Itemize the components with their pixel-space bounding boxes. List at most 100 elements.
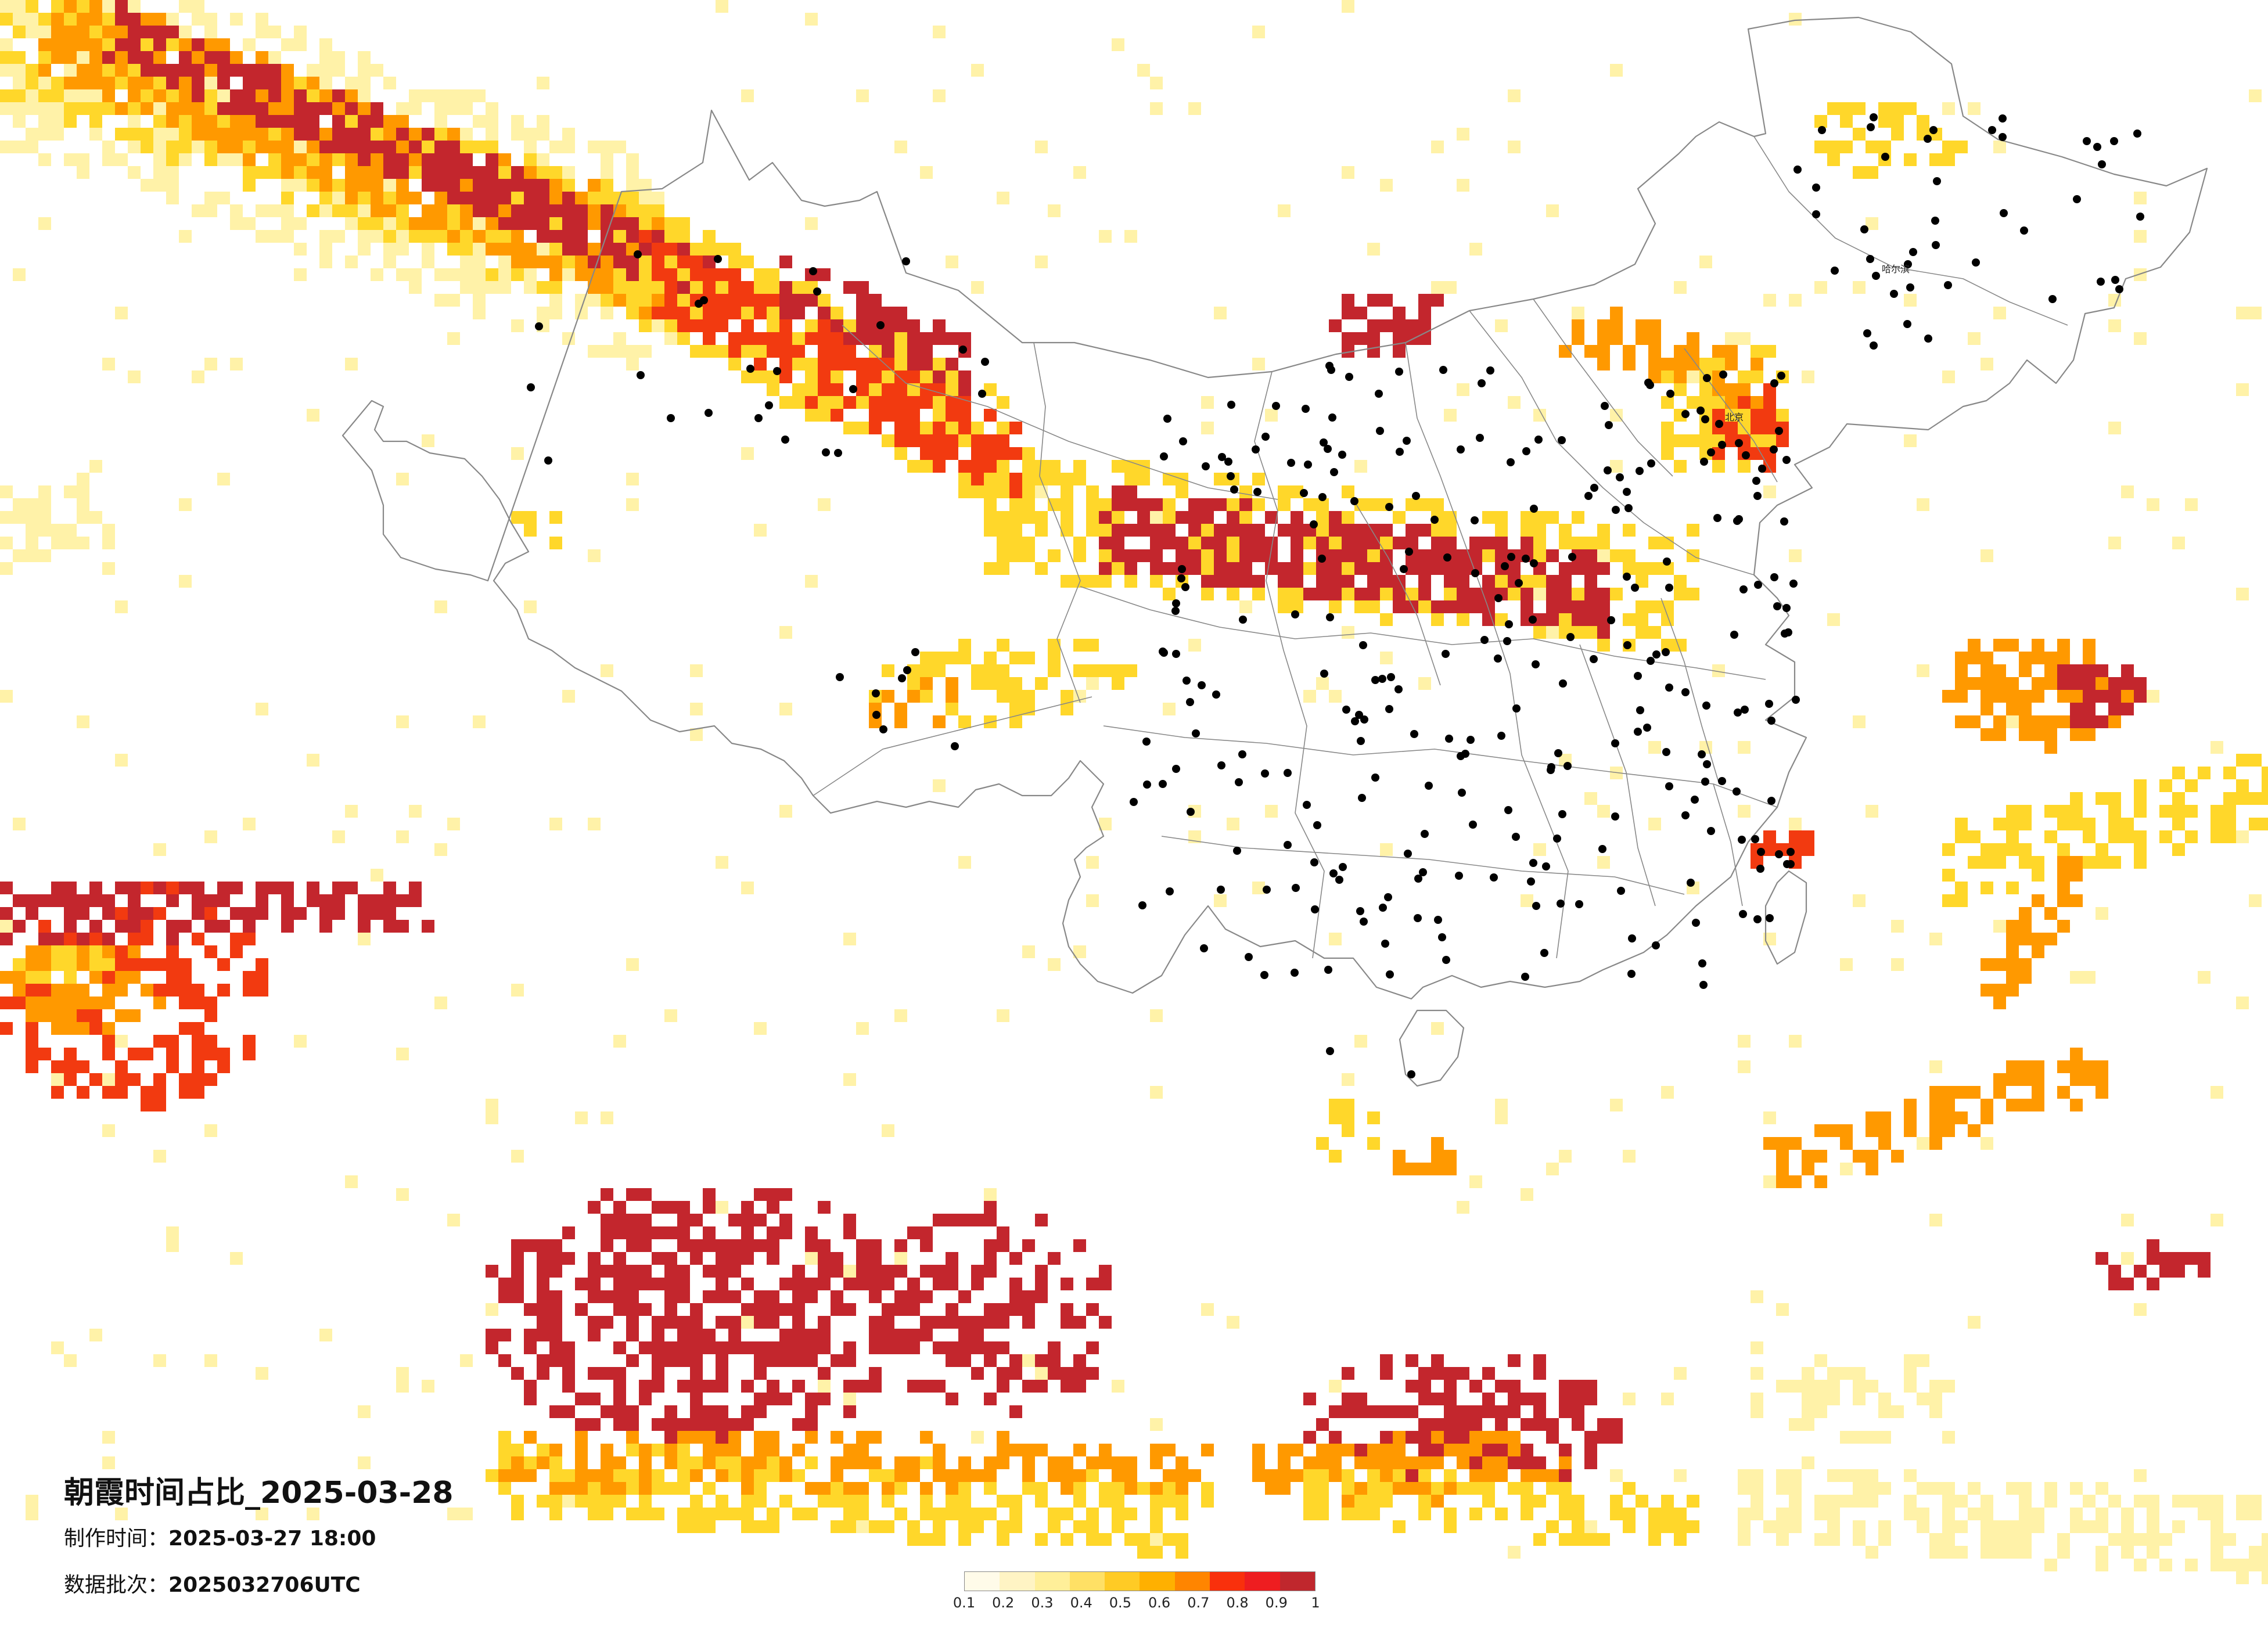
city-dot — [951, 742, 959, 750]
city-dot — [1604, 466, 1612, 474]
city-dot — [1181, 583, 1189, 591]
city-dot — [1522, 447, 1530, 455]
city-dot — [1628, 934, 1636, 942]
city-dot — [1558, 436, 1566, 444]
city-dot — [1933, 177, 1941, 185]
city-dot — [1734, 708, 1742, 717]
city-dot — [1623, 641, 1631, 649]
city-dot — [1159, 647, 1167, 656]
data-batch: 数据批次：2025032706UTC — [64, 1568, 361, 1598]
city-dot — [1439, 366, 1447, 374]
city-dot — [1261, 769, 1269, 778]
city-dot — [1376, 427, 1384, 435]
legend-tick-label: 0.2 — [992, 1595, 1015, 1611]
legend-color-bar — [964, 1571, 1315, 1591]
city-dot — [1566, 633, 1575, 641]
city-dot — [1419, 868, 1427, 876]
city-dot — [1529, 859, 1537, 867]
city-dot — [1738, 836, 1746, 844]
issue-time-label: 制作时间： — [64, 1527, 169, 1551]
city-dot — [1507, 553, 1515, 561]
city-dot — [809, 267, 817, 275]
city-dot — [1713, 514, 1721, 522]
city-dot — [1324, 966, 1332, 974]
city-dot — [1507, 458, 1515, 466]
city-dot — [1631, 584, 1639, 592]
city-dot — [1634, 728, 1642, 736]
city-dot — [1563, 762, 1572, 770]
city-dot — [1512, 704, 1521, 713]
city-dot — [1480, 636, 1489, 644]
city-dot — [2000, 209, 2008, 217]
city-dot — [2111, 276, 2119, 284]
city-dot — [2133, 129, 2141, 138]
legend-swatch — [1245, 1572, 1280, 1591]
city-dot — [1287, 459, 1295, 467]
city-dot — [1292, 884, 1300, 892]
city-dot — [1557, 900, 1565, 908]
city-dot — [1767, 797, 1775, 805]
city-dot — [1627, 970, 1636, 978]
city-dot — [1430, 516, 1439, 524]
city-dot — [1590, 655, 1598, 663]
city-dot — [876, 321, 885, 329]
city-dot — [1490, 873, 1498, 882]
legend-swatch — [1105, 1572, 1140, 1591]
city-dot — [1707, 827, 1715, 835]
city-dot — [1611, 739, 1619, 747]
city-dot — [1782, 604, 1791, 612]
city-dot — [1924, 135, 1932, 143]
province-line — [1103, 725, 1778, 808]
glow-band — [1942, 754, 2268, 907]
city-dot — [981, 358, 989, 366]
city-dot — [1302, 405, 1310, 413]
city-dot — [1310, 858, 1318, 866]
city-dot — [1172, 599, 1180, 607]
city-dot — [765, 401, 773, 409]
city-dot — [1407, 1070, 1415, 1078]
glow-band — [1099, 485, 1610, 639]
city-dot — [2020, 226, 2028, 235]
legend-swatch — [1000, 1572, 1035, 1591]
city-dot — [902, 257, 910, 265]
city-dot — [1754, 581, 1762, 589]
city-dot — [1867, 123, 1875, 131]
city-dot — [1163, 415, 1171, 423]
city-dot — [2115, 285, 2123, 293]
legend-swatch — [1069, 1572, 1105, 1591]
city-dot — [1403, 437, 1411, 445]
city-dot — [1540, 949, 1548, 957]
city-dot — [1192, 729, 1200, 738]
city-dot — [1253, 488, 1261, 496]
city-dot — [1624, 504, 1633, 512]
boundary-layer — [342, 16, 2208, 1087]
city-dot — [849, 385, 857, 393]
city-dot — [1494, 594, 1503, 602]
city-dot — [773, 367, 781, 375]
city-dot — [1558, 810, 1566, 818]
city-dot — [1198, 681, 1206, 689]
city-dot — [1142, 738, 1151, 746]
city-dot — [1870, 113, 1878, 121]
city-dot — [1617, 887, 1625, 895]
city-dot — [1733, 787, 1741, 796]
city-dot — [1644, 379, 1652, 387]
city-dot — [1999, 133, 2007, 141]
city-dot — [1775, 427, 1783, 435]
city-dot — [1335, 876, 1343, 884]
city-dot — [1512, 833, 1520, 841]
city-dot — [959, 346, 967, 354]
city-dot — [1698, 750, 1706, 758]
glow-band — [1303, 1469, 1699, 1546]
legend-tick-label: 0.5 — [1109, 1595, 1131, 1611]
city-dot — [1547, 763, 1555, 771]
city-dot — [1681, 688, 1690, 696]
glow-band — [639, 230, 1035, 511]
city-dot — [1792, 696, 1800, 704]
city-dot — [1770, 445, 1778, 454]
city-dot — [1387, 673, 1395, 681]
glow-band — [1981, 856, 2083, 1009]
city-dot — [1442, 650, 1450, 658]
province-line — [1660, 598, 1720, 785]
